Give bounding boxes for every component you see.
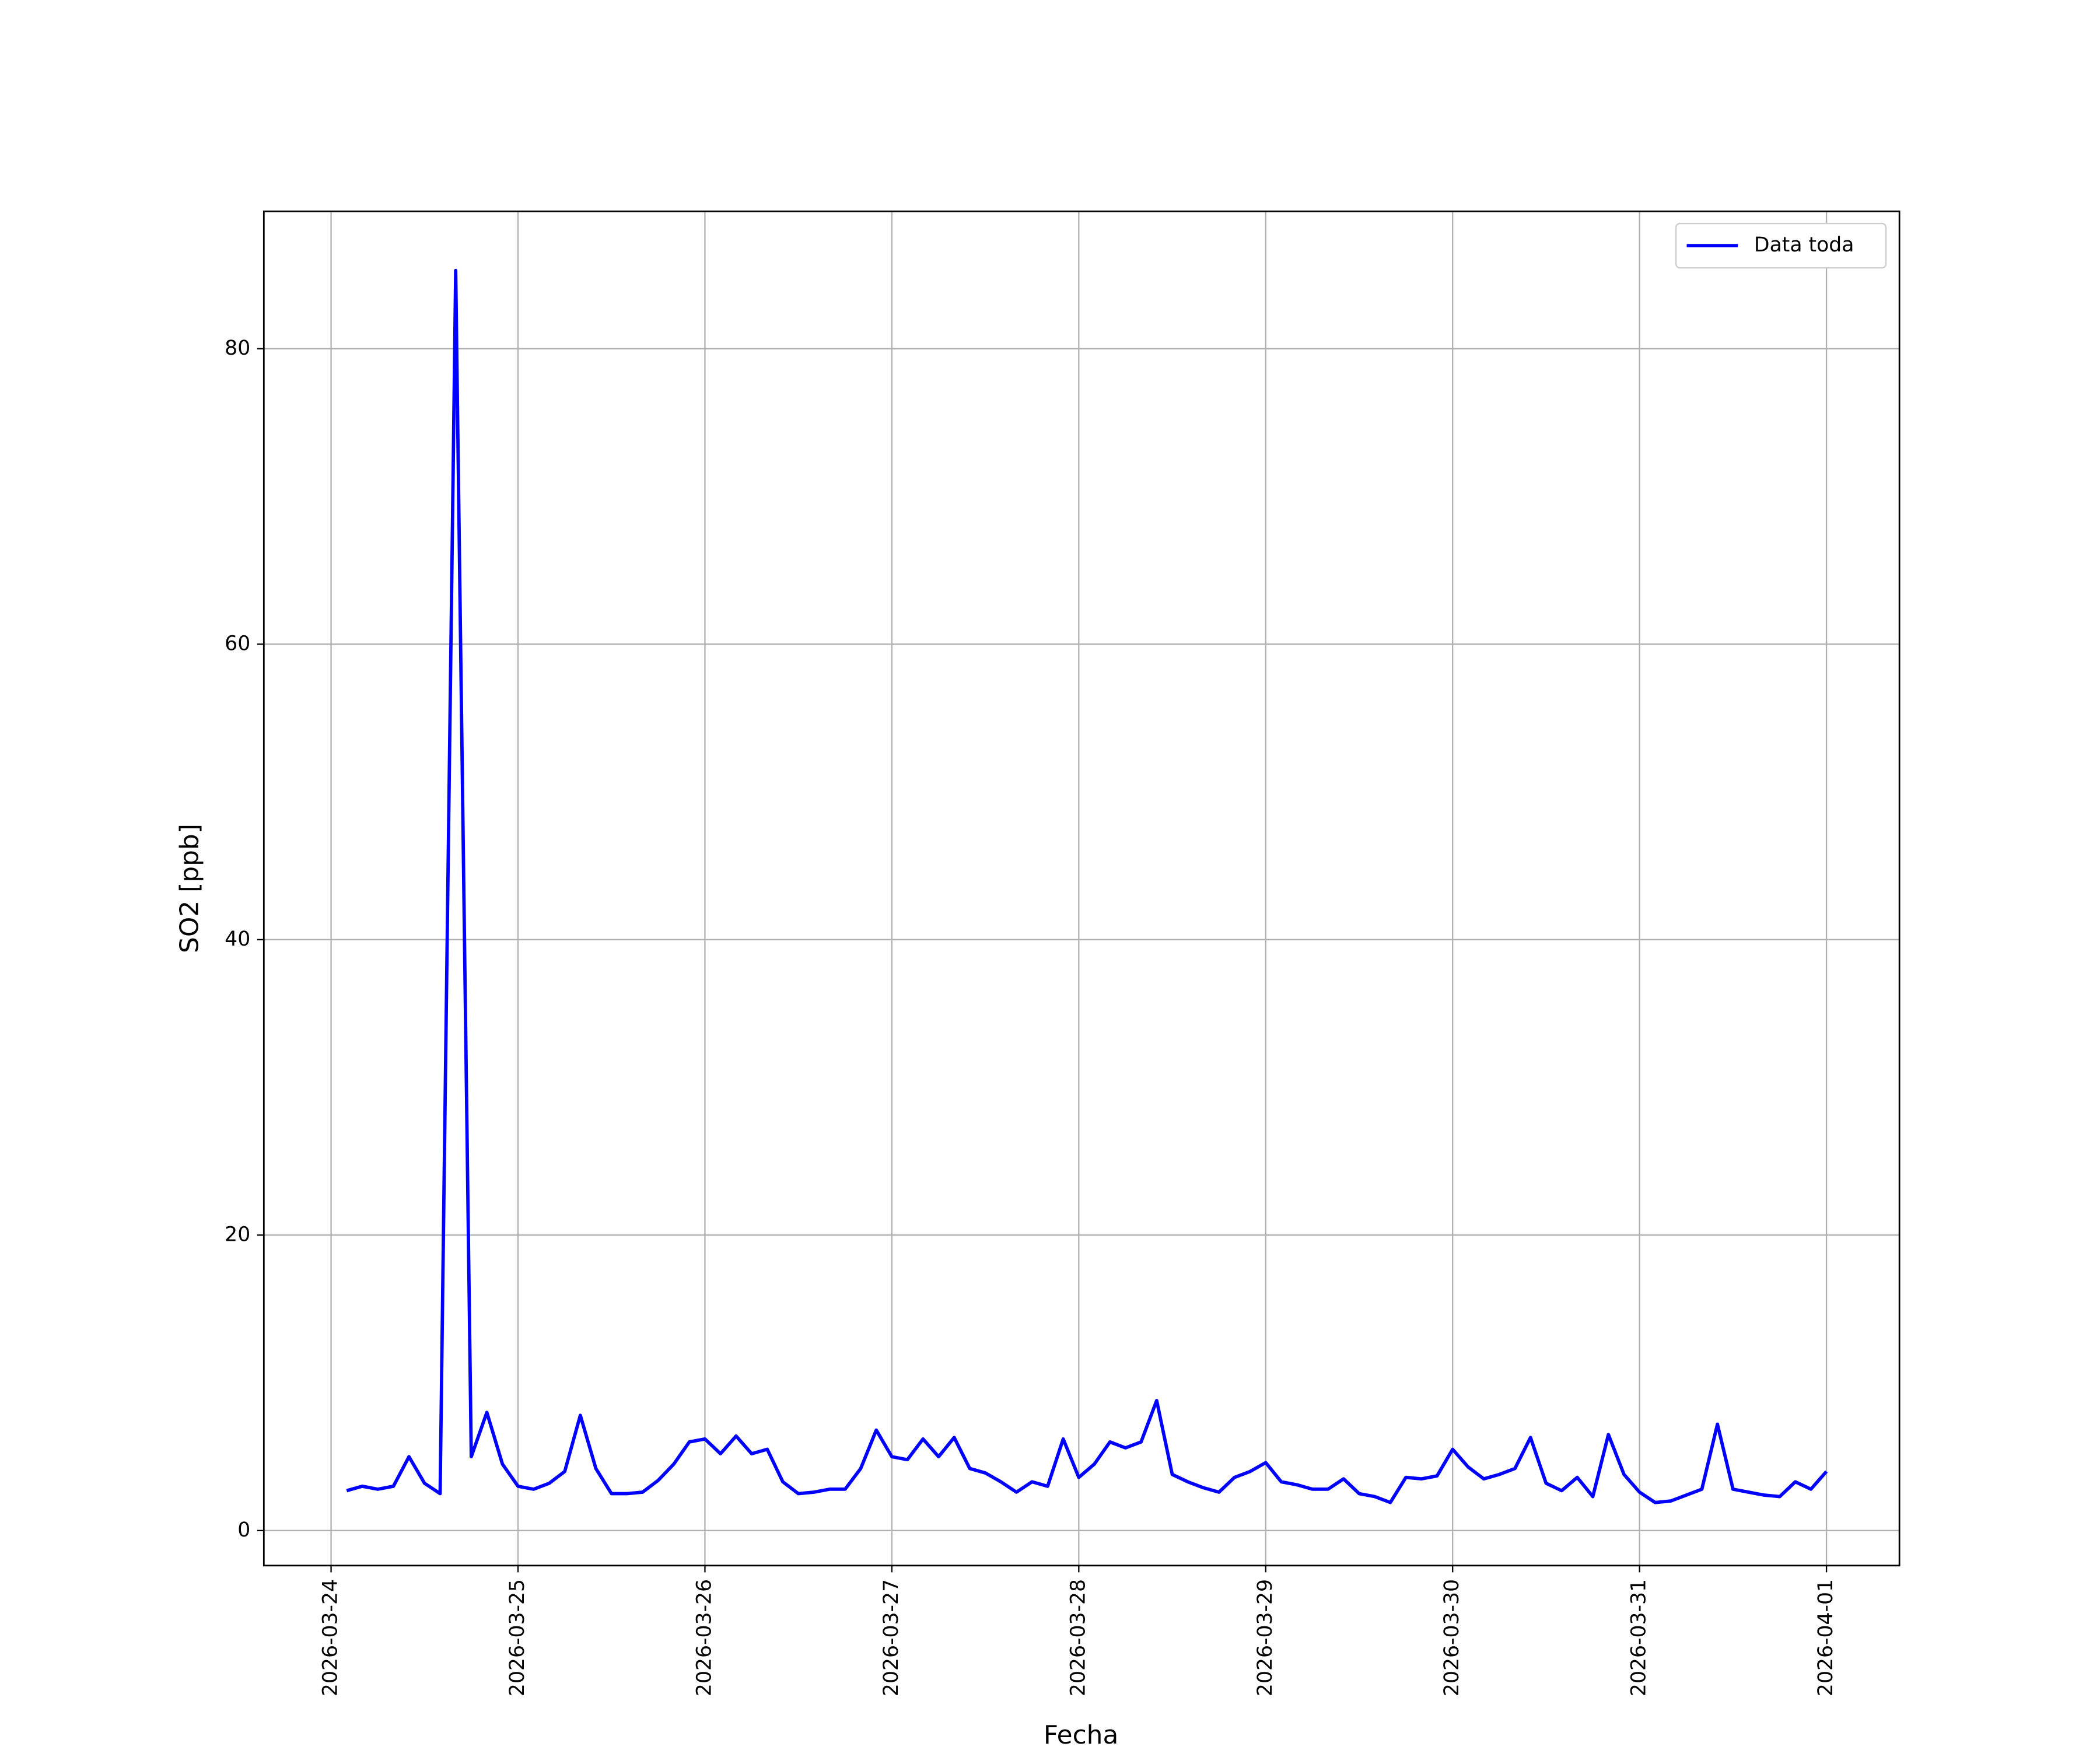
- x-tick-label: 2026-03-24: [319, 1579, 342, 1696]
- legend-label: Data toda: [1754, 233, 1854, 257]
- x-tick-label: 2026-03-26: [692, 1579, 716, 1696]
- y-tick-label: 80: [225, 337, 250, 360]
- data-line: [346, 268, 1828, 1504]
- plot-frame: [262, 210, 1901, 1567]
- x-tick-label: 2026-04-01: [1814, 1579, 1838, 1696]
- y-tick-label: 40: [225, 928, 250, 951]
- y-tick-label: 0: [237, 1518, 250, 1542]
- x-axis-label: Fecha: [1044, 1720, 1119, 1750]
- y-tick-label: 20: [225, 1223, 250, 1246]
- x-tick-label: 2026-03-28: [1066, 1579, 1090, 1696]
- y-tick-label: 60: [225, 632, 250, 655]
- x-tick-label: 2026-03-31: [1628, 1579, 1651, 1696]
- legend-box: [1675, 222, 1887, 269]
- x-tick-label: 2026-03-27: [880, 1579, 903, 1696]
- x-tick-label: 2026-03-30: [1440, 1579, 1464, 1696]
- x-tick-label: 2026-03-29: [1254, 1579, 1277, 1696]
- x-tick-label: 2026-03-25: [506, 1579, 529, 1696]
- y-axis-label: SO2 [ppb]: [175, 824, 205, 953]
